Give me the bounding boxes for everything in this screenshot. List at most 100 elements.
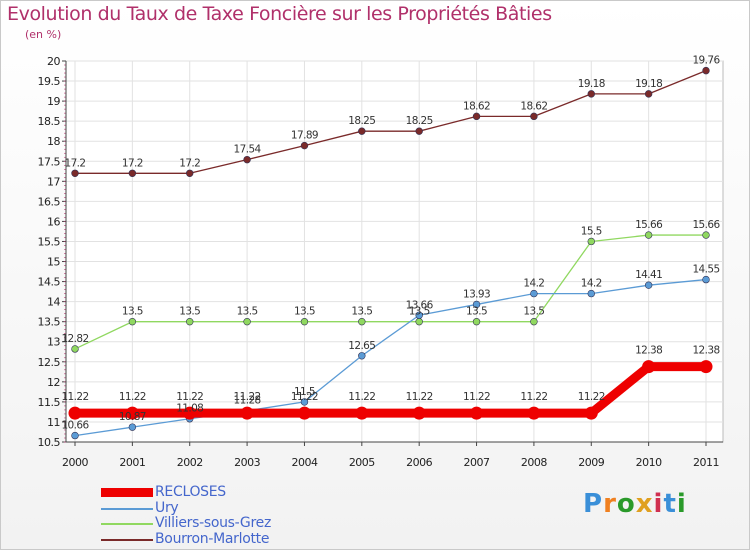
data-label: 18.62 bbox=[463, 100, 490, 112]
logo-letter: i bbox=[653, 489, 664, 519]
data-label: 14.55 bbox=[692, 264, 719, 276]
data-label: 17.2 bbox=[179, 157, 200, 169]
x-tick-label: 2004 bbox=[291, 456, 317, 469]
legend-swatch bbox=[101, 507, 153, 510]
data-point bbox=[702, 231, 710, 239]
series-line-recloses bbox=[70, 362, 711, 418]
data-point bbox=[472, 300, 481, 309]
data-label: 13.5 bbox=[294, 306, 315, 318]
data-point bbox=[300, 317, 309, 326]
data-point bbox=[584, 406, 598, 420]
x-tick-label: 2005 bbox=[349, 456, 375, 469]
proxiti-logo: Proxiti bbox=[583, 489, 687, 519]
data-label: 13.5 bbox=[122, 306, 143, 318]
data-point bbox=[128, 169, 137, 177]
data-label: 13.5 bbox=[237, 306, 258, 318]
data-label: 12.65 bbox=[348, 340, 375, 352]
y-tick-label: 20 bbox=[47, 55, 60, 68]
data-label: 17.54 bbox=[234, 144, 262, 156]
legend-label: Ury bbox=[155, 499, 179, 516]
y-tick-label: 13.5 bbox=[38, 316, 61, 329]
y-tick-label: 11 bbox=[47, 416, 60, 429]
data-point bbox=[358, 352, 366, 360]
plot-area bbox=[65, 60, 724, 443]
logo-letter: i bbox=[676, 489, 687, 519]
data-point bbox=[71, 169, 79, 177]
data-point bbox=[297, 406, 311, 420]
y-tick-label: 17.5 bbox=[38, 155, 61, 168]
data-point bbox=[68, 406, 82, 420]
data-point bbox=[300, 398, 309, 406]
y-tick-label: 11.5 bbox=[38, 396, 61, 409]
data-point bbox=[358, 317, 366, 326]
data-point bbox=[470, 406, 484, 420]
data-point bbox=[358, 127, 366, 135]
data-label: 14.2 bbox=[523, 278, 544, 290]
data-point bbox=[355, 406, 369, 420]
data-label: 11.22 bbox=[348, 391, 375, 403]
x-tick-label: 2007 bbox=[464, 456, 490, 469]
data-label: 14.41 bbox=[635, 269, 662, 281]
x-tick-label: 2002 bbox=[177, 456, 203, 469]
data-label: 13.5 bbox=[351, 306, 372, 318]
y-tick-label: 19.5 bbox=[38, 75, 61, 88]
data-point bbox=[587, 237, 595, 246]
x-tick-label: 2003 bbox=[234, 456, 260, 469]
series-line-bourron-marlotte bbox=[74, 69, 707, 174]
data-point bbox=[699, 360, 713, 374]
x-tick-label: 2001 bbox=[119, 456, 145, 469]
series-line-ury bbox=[74, 278, 707, 437]
data-point bbox=[644, 281, 653, 289]
data-label: 13.93 bbox=[463, 288, 490, 300]
legend-label: Bourron-Marlotte bbox=[155, 530, 270, 547]
y-tick-label: 17 bbox=[47, 175, 60, 188]
data-point bbox=[530, 289, 538, 298]
data-label: 13.5 bbox=[523, 306, 544, 318]
data-label: 13.66 bbox=[406, 299, 434, 311]
data-label: 12.38 bbox=[692, 345, 719, 357]
logo-letter: o bbox=[616, 489, 636, 519]
data-label: 19.76 bbox=[692, 55, 720, 67]
data-point bbox=[71, 431, 79, 440]
data-point bbox=[128, 317, 137, 326]
data-point bbox=[415, 317, 423, 326]
data-point bbox=[530, 317, 538, 326]
data-label: 13.5 bbox=[466, 306, 487, 318]
series-line-villiers-sous-grez bbox=[74, 234, 707, 350]
data-point bbox=[472, 112, 481, 121]
y-tick-label: 12 bbox=[47, 376, 60, 389]
data-label: 11.22 bbox=[578, 391, 605, 403]
logo-letter: x bbox=[635, 489, 654, 519]
data-point bbox=[702, 66, 710, 75]
data-label: 12.82 bbox=[61, 333, 88, 345]
data-label: 19.18 bbox=[578, 78, 605, 90]
data-label: 11.22 bbox=[61, 391, 88, 403]
y-tick-label: 14.5 bbox=[38, 276, 61, 289]
x-tick-label: 2008 bbox=[521, 456, 547, 469]
logo-letter: P bbox=[583, 489, 604, 519]
data-point bbox=[412, 406, 426, 420]
data-label: 11.22 bbox=[291, 391, 318, 403]
data-point bbox=[642, 360, 656, 374]
data-point bbox=[644, 231, 653, 239]
y-tick-label: 15 bbox=[47, 256, 60, 269]
data-point bbox=[243, 317, 251, 326]
data-point bbox=[300, 141, 309, 150]
data-point bbox=[530, 112, 538, 121]
data-label: 14.2 bbox=[581, 278, 602, 290]
y-tick-label: 16.5 bbox=[38, 195, 61, 208]
y-tick-label: 16 bbox=[47, 215, 60, 228]
data-label: 17.89 bbox=[291, 130, 318, 142]
data-label: 11.22 bbox=[406, 391, 433, 403]
data-point bbox=[415, 311, 423, 319]
y-tick-label: 12.5 bbox=[38, 356, 61, 369]
data-point bbox=[128, 423, 137, 431]
data-point bbox=[415, 127, 423, 135]
data-label: 15.5 bbox=[581, 225, 602, 237]
data-point bbox=[240, 406, 254, 420]
logo-letter: t bbox=[663, 489, 677, 519]
data-label: 17.2 bbox=[65, 157, 86, 169]
data-label: 18.25 bbox=[348, 115, 375, 127]
data-label: 11.22 bbox=[234, 391, 261, 403]
